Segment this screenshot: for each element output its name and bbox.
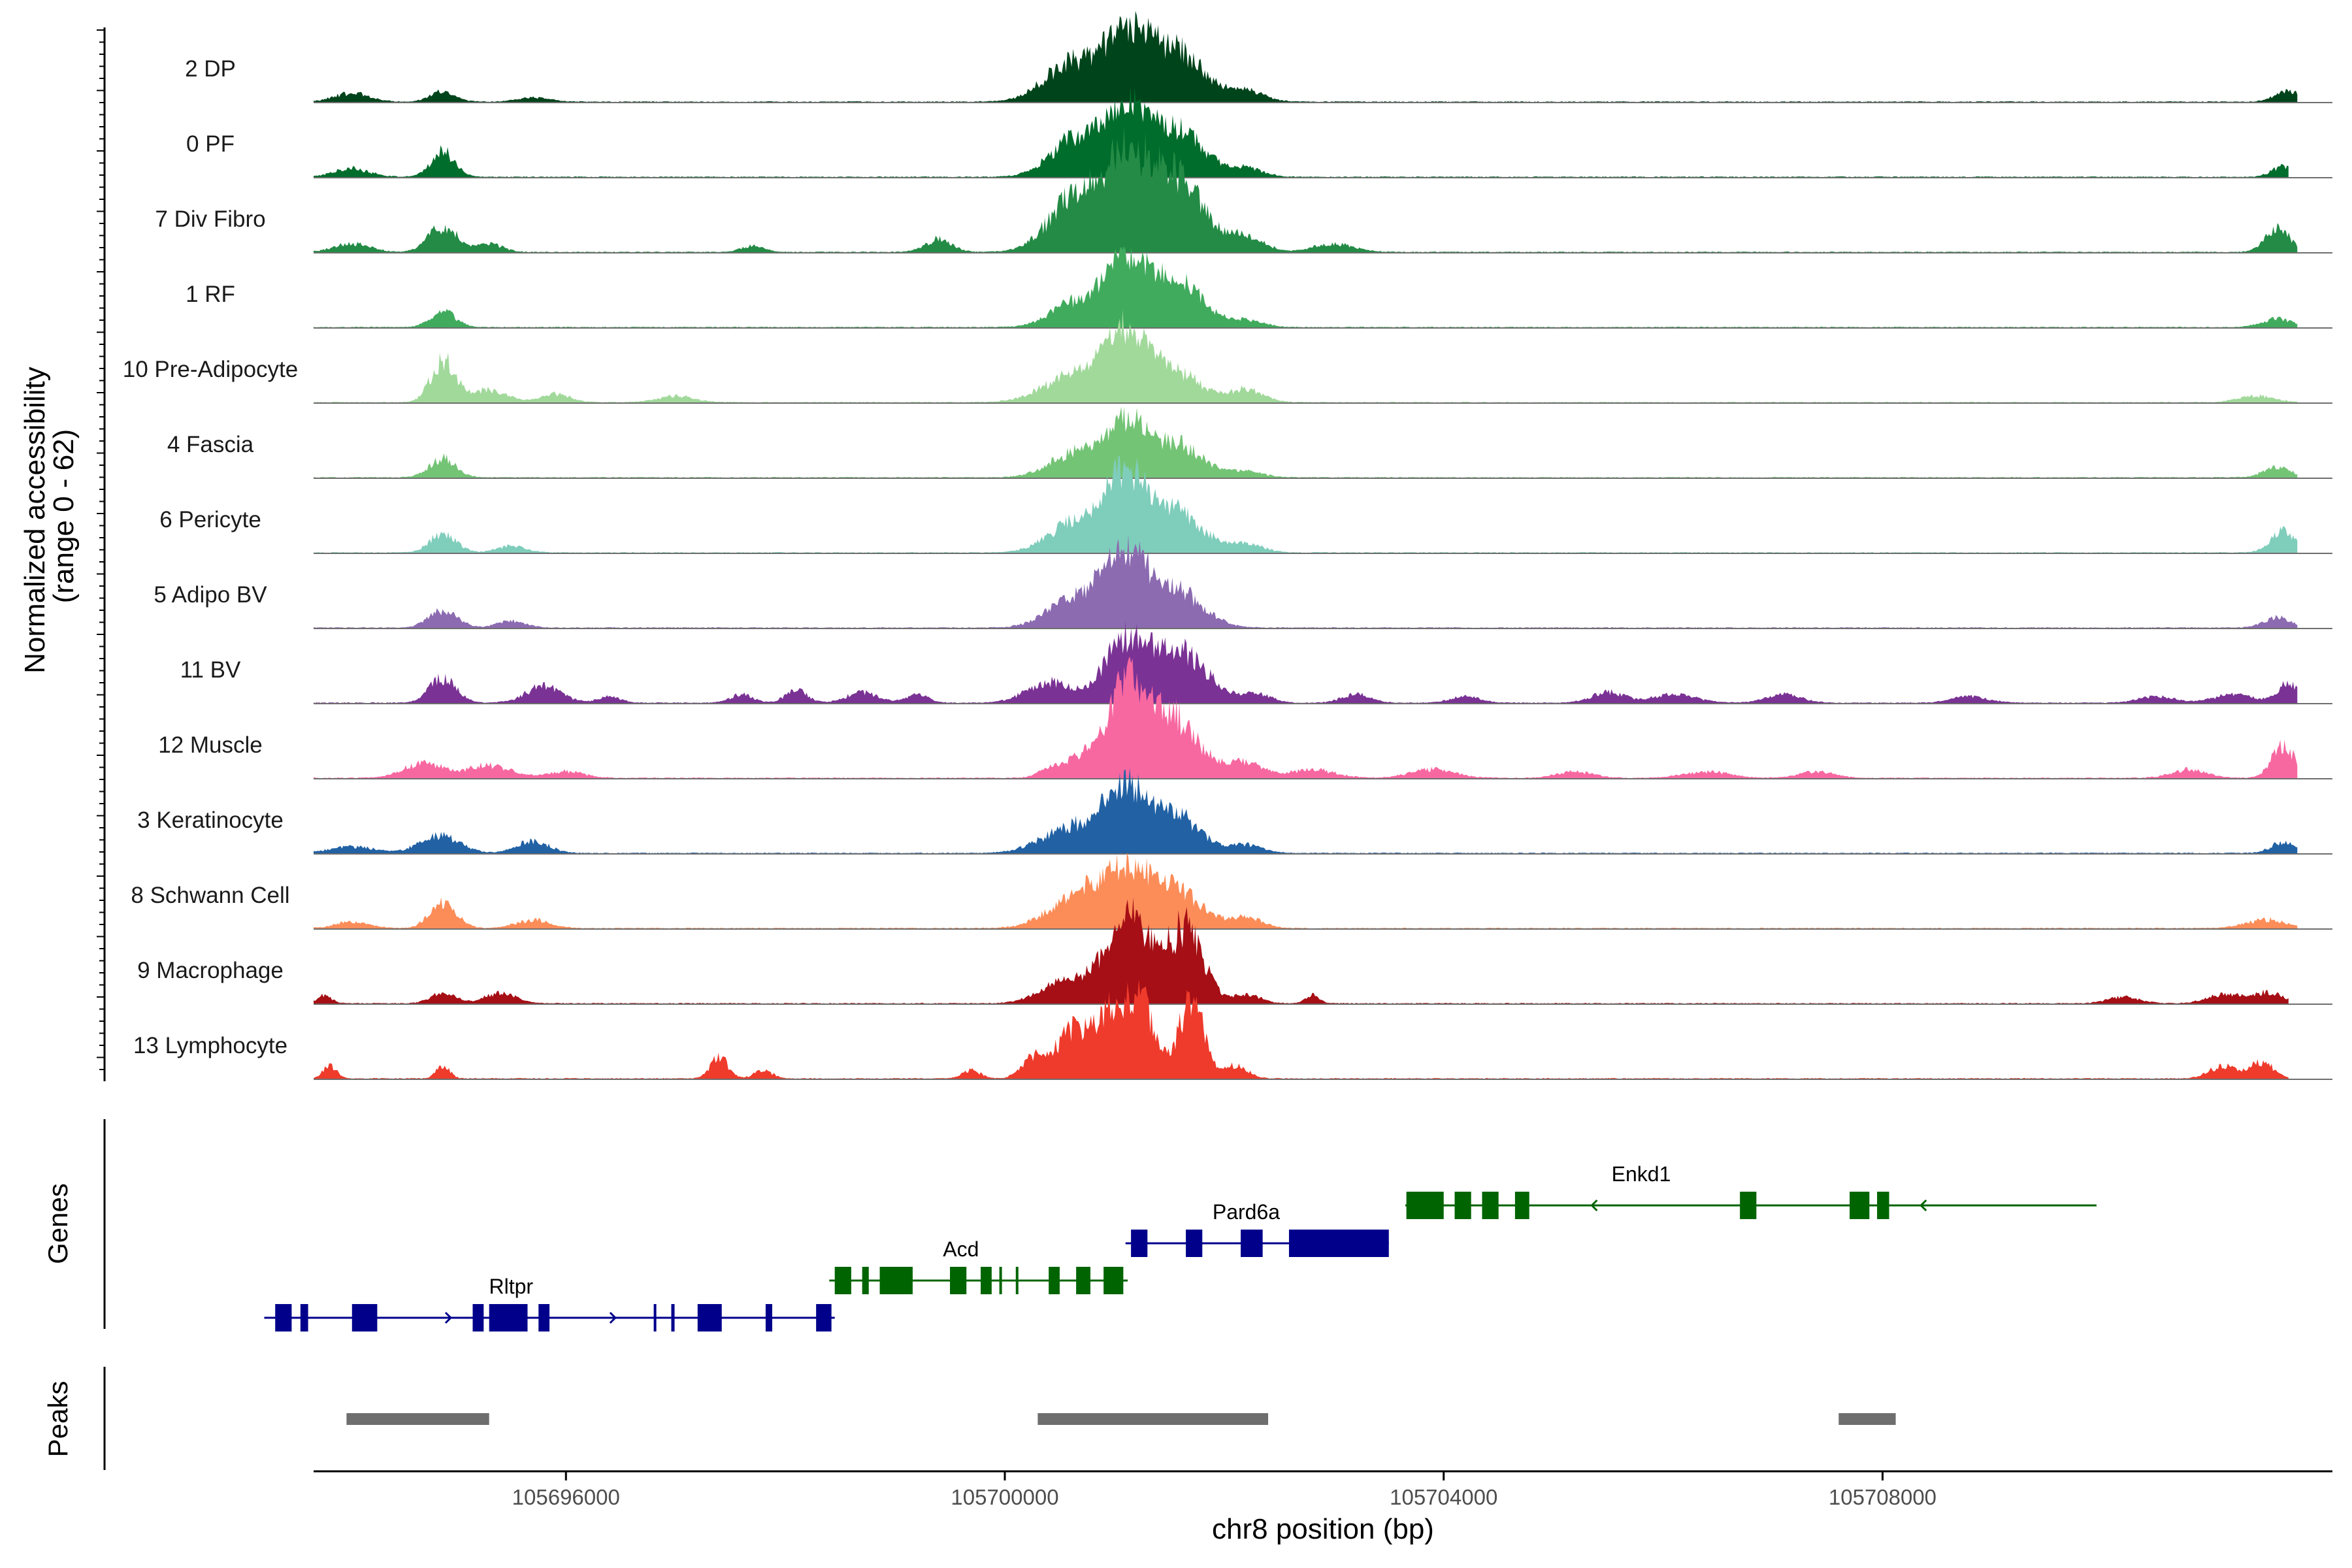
track-label-9-macrophage: 9 Macrophage (137, 958, 284, 983)
gene-exon (671, 1304, 675, 1331)
coverage-y-axis-title: Normalized accessibility (range 0 - 62) (19, 359, 80, 674)
gene-enkd1: Enkd1 (1405, 1162, 2097, 1219)
gene-strand-arrow (1919, 1199, 1927, 1212)
gene-pard6a: Pard6a (1125, 1200, 1389, 1257)
gene-label-pard6a: Pard6a (1213, 1200, 1280, 1224)
track-13-lymphocyte: 13 Lymphocyte (133, 978, 2332, 1080)
coverage-y-ticks (97, 29, 105, 1070)
gene-exon (300, 1304, 308, 1331)
gene-exon (1482, 1192, 1499, 1219)
x-tick-label: 105708000 (1829, 1485, 1936, 1509)
peaks-track (346, 1413, 1896, 1425)
peak-bar (1037, 1413, 1269, 1425)
gene-exon (1241, 1230, 1263, 1257)
gene-exon (489, 1304, 528, 1331)
gene-label-acd: Acd (943, 1237, 979, 1261)
track-label-10-pre-adipocyte: 10 Pre-Adipocyte (123, 357, 298, 382)
coverage-y-axis-title-line2: (range 0 - 62) (48, 429, 80, 604)
gene-exon (1076, 1267, 1090, 1294)
track-label-8-schwann-cell: 8 Schwann Cell (131, 883, 289, 908)
gene-rltpr: Rltpr (264, 1275, 835, 1331)
gene-exon (1049, 1267, 1060, 1294)
gene-exon (275, 1304, 292, 1331)
gene-exon (472, 1304, 484, 1331)
peak-bar (1838, 1413, 1896, 1425)
track-2-dp: 2 DP (185, 10, 2332, 103)
track-7-div-fibro: 7 Div Fibro (155, 127, 2332, 253)
genes-panel-label: Genes (42, 1183, 73, 1264)
track-label-5-adipo-bv: 5 Adipo BV (154, 582, 267, 608)
gene-exon (1406, 1192, 1444, 1219)
x-tick-label: 105704000 (1390, 1485, 1497, 1509)
gene-exon (1186, 1230, 1203, 1257)
gene-exon (1877, 1192, 1889, 1219)
gene-label-enkd1: Enkd1 (1612, 1162, 1671, 1186)
gene-exon (999, 1267, 1002, 1294)
gene-exon (653, 1304, 657, 1331)
gene-exon (1454, 1192, 1471, 1219)
gene-exon (1850, 1192, 1870, 1219)
gene-exon (1740, 1192, 1757, 1219)
gene-label-rltpr: Rltpr (489, 1275, 534, 1298)
track-6-pericyte: 6 Pericyte (159, 455, 2332, 554)
gene-exon (1015, 1267, 1019, 1294)
gene-exon (765, 1304, 772, 1331)
gene-exon (1103, 1267, 1124, 1294)
gene-exon (1131, 1230, 1148, 1257)
track-12-muscle: 12 Muscle (158, 656, 2332, 779)
x-tick-label: 105696000 (512, 1485, 620, 1509)
track-label-6-pericyte: 6 Pericyte (159, 507, 261, 532)
gene-strand-arrow (444, 1311, 453, 1324)
coverage-y-axis-title-line1: Normalized accessibility (19, 367, 51, 673)
gene-exon (816, 1304, 832, 1331)
gene-exon (950, 1267, 967, 1294)
track-9-macrophage: 9 Macrophage (137, 897, 2332, 1005)
coverage-tracks: 2 DP 0 PF 7 Div Fibro 1 RF 10 Pre-Adipocyte 4… (123, 10, 2332, 1080)
track-label-4-fascia: 4 Fascia (167, 432, 254, 457)
track-3-keratinocyte: 3 Keratinocyte (137, 768, 2332, 855)
track-0-pf: 0 PF (186, 86, 2332, 178)
track-label-1-rf: 1 RF (186, 282, 235, 307)
track-10-pre-adipocyte: 10 Pre-Adipocyte (123, 309, 2332, 404)
track-label-11-bv: 11 BV (180, 657, 241, 683)
track-label-2-dp: 2 DP (185, 56, 236, 82)
track-4-fascia: 4 Fascia (167, 406, 2332, 479)
track-label-3-keratinocyte: 3 Keratinocyte (137, 808, 284, 833)
track-11-bv: 11 BV (180, 621, 2332, 704)
x-axis-ticks: 105696000 105700000 105704000 105708000 (512, 1471, 1936, 1509)
gene-exon (697, 1304, 722, 1331)
gene-exon (862, 1267, 869, 1294)
gene-exon (834, 1267, 851, 1294)
x-tick-label: 105700000 (951, 1485, 1058, 1509)
gene-strand-arrow (1590, 1199, 1598, 1212)
track-label-0-pf: 0 PF (186, 131, 235, 157)
track-label-12-muscle: 12 Muscle (158, 732, 263, 758)
track-1-rf: 1 RF (186, 246, 2332, 329)
gene-exon (351, 1304, 378, 1331)
gene-exon (879, 1267, 913, 1294)
gene-exon (538, 1304, 550, 1331)
gene-exon (981, 1267, 992, 1294)
x-axis-title: chr8 position (bp) (1212, 1513, 1434, 1545)
gene-strand-arrow (609, 1311, 617, 1324)
track-8-schwann-cell: 8 Schwann Cell (131, 853, 2332, 930)
gene-acd: Acd (829, 1237, 1128, 1294)
track-5-adipo-bv: 5 Adipo BV (154, 534, 2332, 629)
track-label-7-div-fibro: 7 Div Fibro (155, 206, 265, 232)
gene-exon (1288, 1230, 1389, 1257)
peaks-panel-label: Peaks (42, 1381, 73, 1458)
track-label-13-lymphocyte: 13 Lymphocyte (133, 1033, 287, 1058)
peak-bar (346, 1413, 489, 1425)
genes-track: Rltpr Acd Pard6a Enkd1 (264, 1162, 2097, 1331)
gene-exon (1514, 1192, 1529, 1219)
